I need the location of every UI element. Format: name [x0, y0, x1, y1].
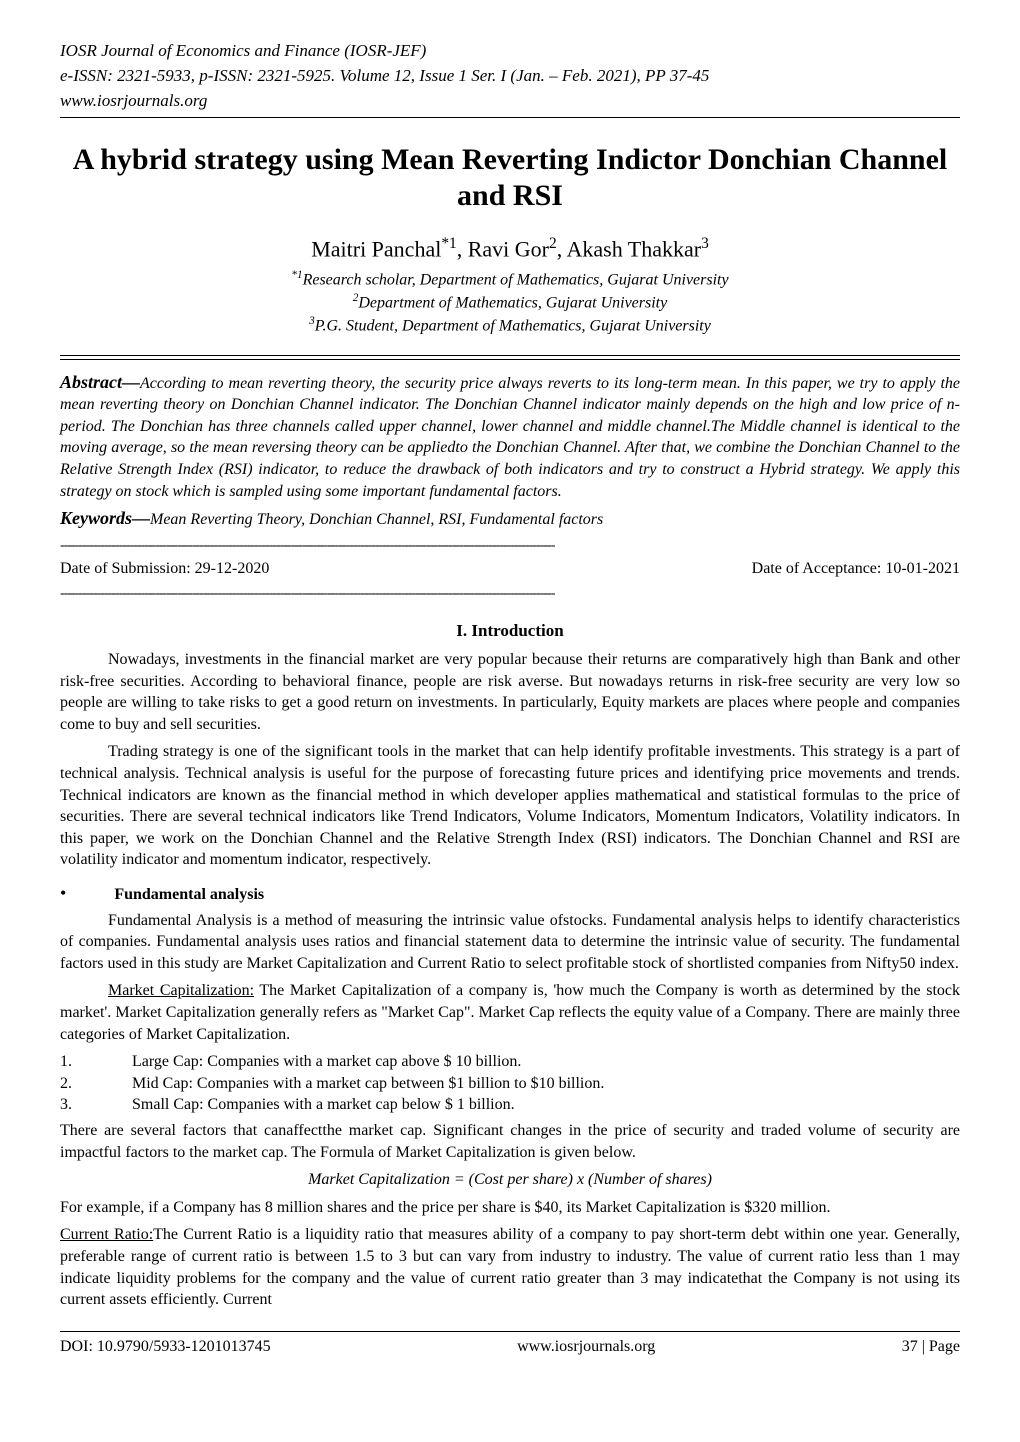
affiliation-3: 3P.G. Student, Department of Mathematics… [60, 314, 960, 337]
submission-date: Date of Submission: 29-12-2020 [60, 558, 269, 580]
abstract-label: Abstract— [60, 372, 140, 392]
intro-paragraph-2: Trading strategy is one of the significa… [60, 741, 960, 871]
acceptance-date: Date of Acceptance: 10-01-2021 [752, 558, 960, 580]
affiliation-1: *1Research scholar, Department of Mathem… [60, 268, 960, 291]
journal-name: IOSR Journal of Economics and Finance (I… [60, 40, 960, 63]
header-rule [60, 117, 960, 118]
current-ratio-paragraph: Current Ratio:The Current Ratio is a liq… [60, 1224, 960, 1310]
keywords-label: Keywords— [60, 508, 150, 528]
authors: Maitri Panchal*1, Ravi Gor2, Akash Thakk… [60, 234, 960, 264]
footer-page: 37 | Page [902, 1336, 960, 1358]
keywords-block: Keywords—Mean Reverting Theory, Donchian… [60, 506, 960, 531]
keywords-text: Mean Reverting Theory, Donchian Channel,… [150, 511, 603, 528]
section-1-header: I. Introduction [60, 620, 960, 643]
affil-text-2: Department of Mathematics, Gujarat Unive… [358, 294, 667, 311]
list-number: 2. [60, 1073, 132, 1095]
list-item: 1. Large Cap: Companies with a market ca… [60, 1051, 960, 1073]
bullet-icon: • [60, 881, 66, 905]
list-item: 2. Mid Cap: Companies with a market cap … [60, 1073, 960, 1095]
abstract-rule-top-1 [60, 355, 960, 356]
journal-url: www.iosrjournals.org [60, 90, 960, 113]
affil-text-3: P.G. Student, Department of Mathematics,… [315, 317, 711, 334]
market-cap-categories-list: 1. Large Cap: Companies with a market ca… [60, 1051, 960, 1116]
list-text: Small Cap: Companies with a market cap b… [132, 1094, 515, 1116]
market-cap-label: Market Capitalization: [108, 982, 254, 999]
footer-site: www.iosrjournals.org [517, 1336, 655, 1358]
list-text: Large Cap: Companies with a market cap a… [132, 1051, 521, 1073]
list-number: 3. [60, 1094, 132, 1116]
list-item: 3. Small Cap: Companies with a market ca… [60, 1094, 960, 1116]
market-cap-factors-paragraph: There are several factors that canaffect… [60, 1120, 960, 1163]
market-cap-example: For example, if a Company has 8 million … [60, 1197, 960, 1219]
affil-text-1: Research scholar, Department of Mathemat… [303, 271, 729, 288]
paper-title: A hybrid strategy using Mean Reverting I… [60, 142, 960, 214]
footer-rule [60, 1331, 960, 1332]
abstract-block: Abstract—According to mean reverting the… [60, 370, 960, 503]
journal-issn-volume: e-ISSN: 2321-5933, p-ISSN: 2321-5925. Vo… [60, 65, 960, 88]
list-text: Mid Cap: Companies with a market cap bet… [132, 1073, 604, 1095]
dash-line-1: ----------------------------------------… [60, 537, 960, 556]
market-cap-formula: Market Capitalization = (Cost per share)… [60, 1169, 960, 1191]
intro-paragraph-1: Nowadays, investments in the financial m… [60, 649, 960, 735]
dash-line-2: ----------------------------------------… [60, 585, 960, 604]
market-cap-paragraph: Market Capitalization: The Market Capita… [60, 980, 960, 1045]
fundamental-paragraph-1: Fundamental Analysis is a method of meas… [60, 910, 960, 975]
fundamental-analysis-heading: Fundamental analysis [114, 884, 264, 906]
affil-sup-1: *1 [291, 269, 302, 281]
list-number: 1. [60, 1051, 132, 1073]
date-row: Date of Submission: 29-12-2020 Date of A… [60, 558, 960, 580]
abstract-text: According to mean reverting theory, the … [60, 375, 960, 500]
footer-row: DOI: 10.9790/5933-1201013745 www.iosrjou… [60, 1336, 960, 1358]
abstract-rule-top-2 [60, 359, 960, 360]
current-ratio-text: The Current Ratio is a liquidity ratio t… [60, 1226, 960, 1308]
current-ratio-label: Current Ratio: [60, 1226, 153, 1243]
footer-doi: DOI: 10.9790/5933-1201013745 [60, 1336, 271, 1358]
fundamental-analysis-heading-row: • Fundamental analysis [60, 881, 960, 906]
affiliation-2: 2Department of Mathematics, Gujarat Univ… [60, 291, 960, 314]
